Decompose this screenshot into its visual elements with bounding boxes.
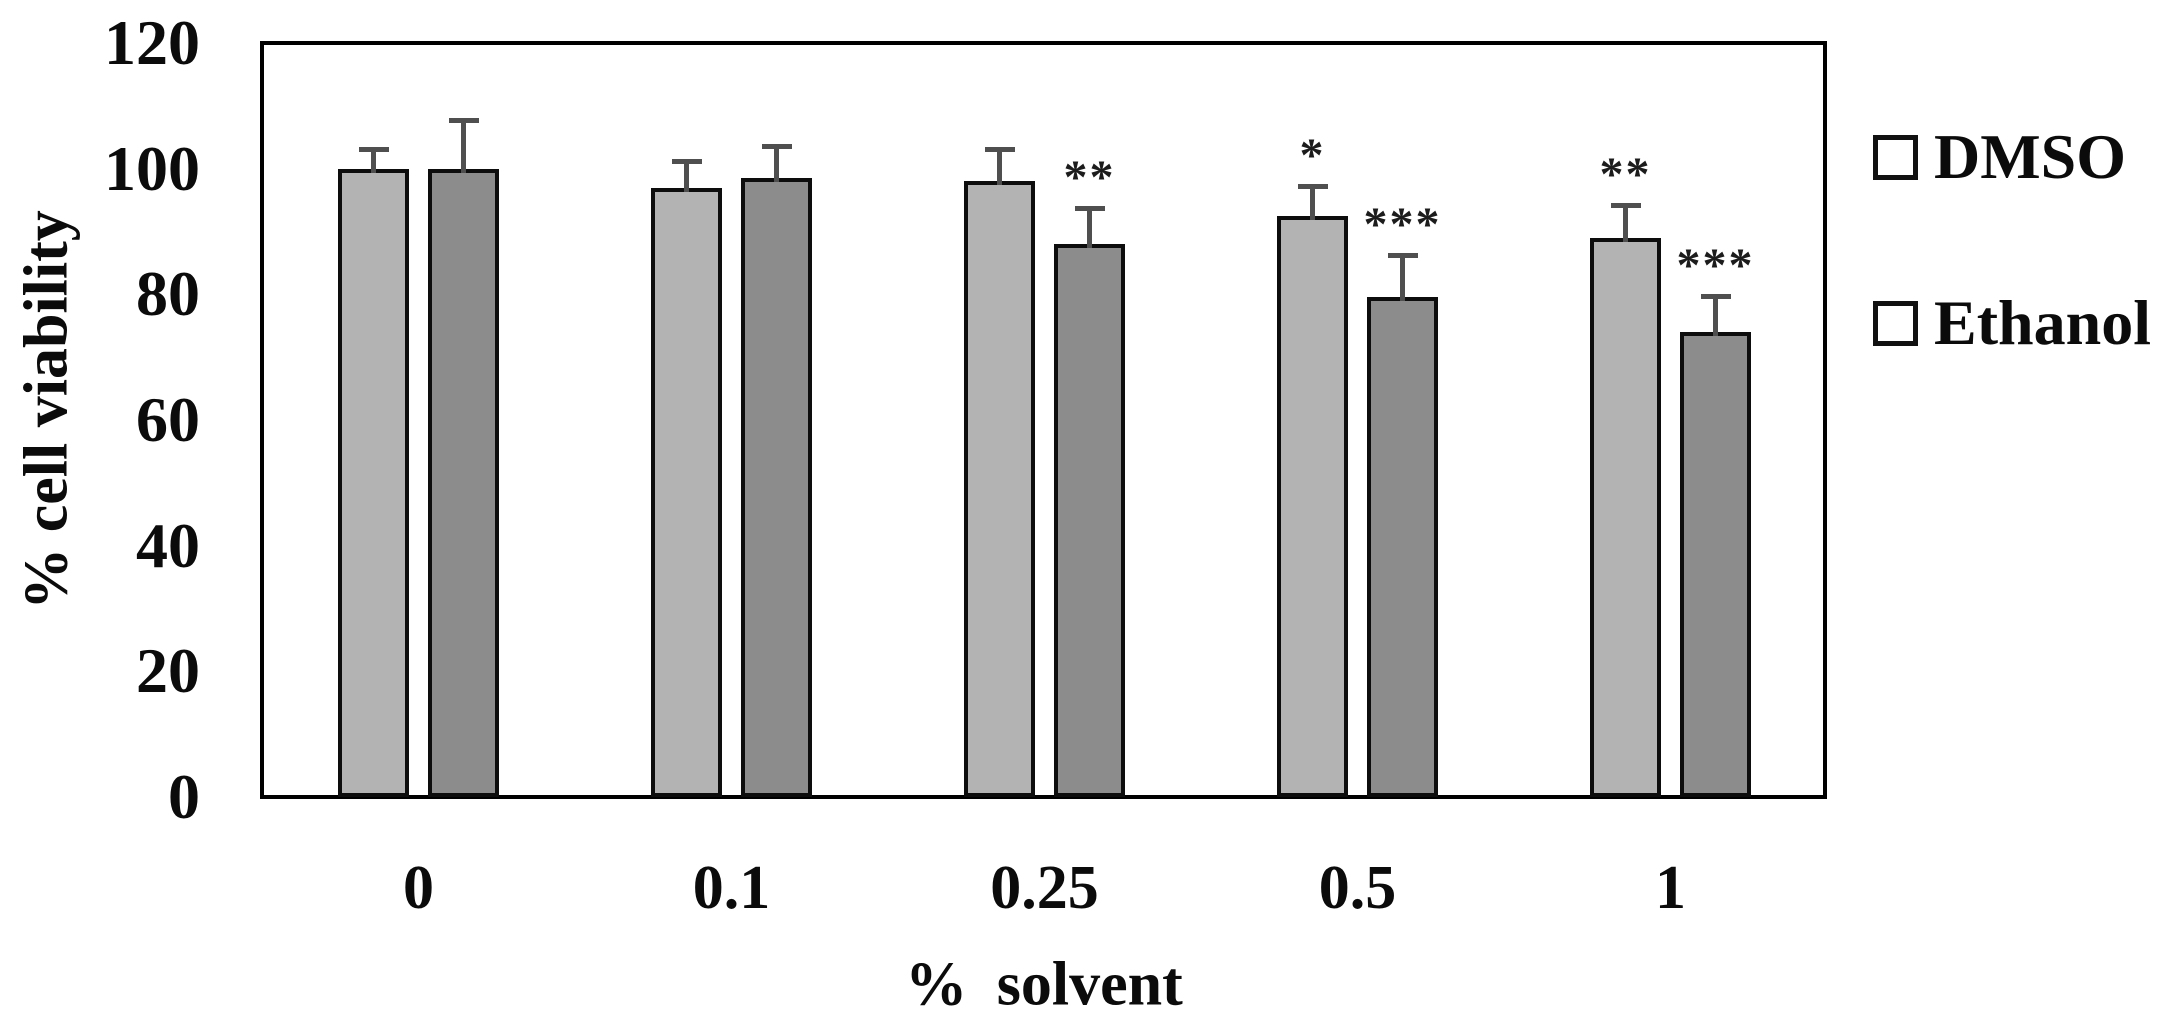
error-bar-whisker [371,146,376,173]
legend-item-ethanol: Ethanol [1873,291,2151,355]
error-bar-whisker [1087,206,1092,249]
x-tick-label: 0.25 [990,854,1099,922]
bar-dmso-0.25 [964,181,1035,797]
y-tick-label: 20 [136,635,200,707]
bar-dmso-0.1 [651,187,722,797]
error-bar-cap [984,146,1015,152]
legend-label-dmso: DMSO [1934,121,2126,192]
y-tick-label: 40 [136,509,200,581]
error-bar-whisker [774,143,779,183]
x-axis-title: % solvent [905,950,1183,1019]
x-tick-label: 1 [1655,854,1686,922]
bar-ethanol-0.5 [1367,297,1438,797]
significance-marker: * [1299,129,1326,183]
error-bar-whisker [1713,294,1718,337]
bar-ethanol-1 [1680,332,1751,797]
significance-marker: *** [1363,198,1442,252]
error-bar-whisker [1310,184,1315,220]
error-bar-cap [761,143,792,149]
legend-swatch-ethanol [1873,300,1918,346]
bar-ethanol-0 [428,168,499,797]
error-bar-whisker [1400,253,1405,302]
error-bar-cap [448,118,479,124]
plot-area [260,41,1827,799]
error-bar-cap [671,159,702,165]
legend-label-ethanol: Ethanol [1934,287,2151,358]
legend-swatch-dmso [1873,134,1918,180]
bar-dmso-0.5 [1277,215,1348,797]
error-bar-cap [1700,294,1731,300]
y-tick-label: 80 [136,258,200,330]
legend-item-dmso: DMSO [1873,125,2126,189]
x-tick-label: 0 [403,854,434,922]
y-tick-label: 100 [104,132,200,204]
error-bar-whisker [997,146,1002,186]
bar-dmso-0 [338,168,409,797]
bar-dmso-1 [1590,237,1661,797]
error-bar-cap [358,146,389,152]
error-bar-cap [1297,184,1328,190]
y-tick-label: 120 [104,7,200,78]
bar-ethanol-0.25 [1054,244,1125,797]
x-tick-label: 0.5 [1318,854,1397,922]
error-bar-whisker [1623,203,1628,242]
significance-marker: ** [1063,151,1116,205]
error-bar-cap [1074,206,1105,212]
error-bar-cap [1387,253,1418,259]
error-bar-cap [1610,203,1641,209]
error-bar-whisker [684,159,689,192]
y-tick-label: 60 [136,384,200,455]
error-bar-whisker [461,118,466,173]
significance-marker: *** [1676,239,1755,293]
bar-ethanol-0.1 [741,178,812,797]
y-tick-label: 0 [168,761,200,832]
significance-marker: ** [1599,148,1652,202]
x-tick-label: 0.1 [692,854,771,922]
